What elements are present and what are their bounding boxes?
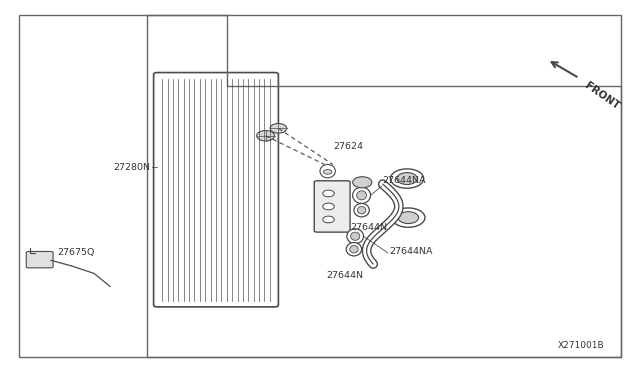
Circle shape	[257, 131, 275, 141]
Text: 27644N: 27644N	[326, 271, 364, 280]
Circle shape	[390, 169, 424, 188]
Ellipse shape	[349, 246, 358, 253]
Ellipse shape	[347, 229, 364, 244]
Ellipse shape	[357, 206, 366, 214]
Circle shape	[392, 208, 425, 227]
Circle shape	[270, 124, 287, 133]
Ellipse shape	[320, 164, 335, 178]
Text: X271001B: X271001B	[558, 341, 605, 350]
Text: 27624: 27624	[333, 142, 363, 151]
Ellipse shape	[323, 170, 332, 174]
Text: 27644NA: 27644NA	[383, 176, 426, 185]
Circle shape	[397, 173, 417, 185]
Circle shape	[323, 216, 334, 223]
Text: 27675Q: 27675Q	[58, 248, 95, 257]
Ellipse shape	[356, 191, 367, 200]
Ellipse shape	[353, 187, 371, 203]
FancyBboxPatch shape	[314, 181, 350, 232]
Text: 27280N: 27280N	[113, 163, 150, 172]
Ellipse shape	[354, 203, 369, 217]
Ellipse shape	[351, 232, 360, 240]
Circle shape	[353, 177, 372, 188]
Text: 27644NA: 27644NA	[389, 247, 433, 256]
Circle shape	[323, 190, 334, 197]
Text: FRONT: FRONT	[582, 80, 621, 111]
Ellipse shape	[346, 243, 362, 256]
FancyBboxPatch shape	[154, 73, 278, 307]
Circle shape	[323, 203, 334, 210]
Circle shape	[398, 212, 419, 224]
FancyBboxPatch shape	[26, 251, 53, 268]
Text: 27644N: 27644N	[351, 223, 388, 232]
